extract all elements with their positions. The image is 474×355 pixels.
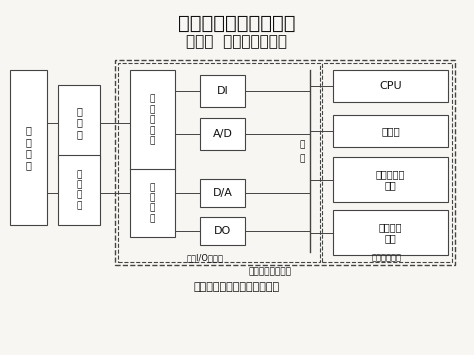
Text: 传
感
器: 传 感 器 [76, 106, 82, 139]
Text: D/A: D/A [212, 188, 232, 198]
Bar [200, 217, 245, 245]
Bar [333, 70, 448, 102]
Bar [333, 115, 448, 147]
Bar [322, 63, 452, 262]
Bar [130, 169, 175, 237]
Bar [118, 63, 320, 262]
Bar [200, 75, 245, 107]
Bar [200, 179, 245, 207]
Text: 过程I/O子系统: 过程I/O子系统 [186, 253, 224, 262]
Bar [333, 157, 448, 202]
Text: 系统支持
模块: 系统支持 模块 [379, 222, 402, 243]
Text: 总: 总 [299, 141, 305, 149]
Text: 工业控制计算机及接口: 工业控制计算机及接口 [178, 13, 296, 33]
Text: 微机基本系统: 微机基本系统 [372, 253, 402, 262]
Bar [130, 70, 175, 170]
Text: DO: DO [214, 226, 231, 236]
Bar [200, 118, 245, 150]
Text: A/D: A/D [212, 129, 232, 139]
Text: CPU: CPU [379, 81, 402, 91]
Text: 第一节  工业控制计算机: 第一节 工业控制计算机 [186, 34, 288, 49]
Text: 信
号
转
换: 信 号 转 换 [150, 183, 155, 223]
Bar [115, 60, 455, 265]
Bar [333, 210, 448, 255]
Text: DI: DI [217, 86, 228, 96]
Bar [58, 155, 100, 225]
Bar [58, 85, 100, 160]
Bar [10, 70, 47, 225]
Text: 工业控制微机系统: 工业控制微机系统 [248, 268, 292, 277]
Text: 信
号
预
处
理: 信 号 预 处 理 [150, 95, 155, 145]
Text: 人一机对话
系统: 人一机对话 系统 [376, 169, 405, 190]
Text: 线: 线 [299, 154, 305, 164]
Text: 工业微机系统硬件组成示意图: 工业微机系统硬件组成示意图 [194, 282, 280, 292]
Text: 存储器: 存储器 [381, 126, 400, 136]
Text: 测
控
对
象: 测 控 对 象 [26, 125, 31, 170]
Text: 执
行
机
构: 执 行 机 构 [76, 170, 82, 210]
